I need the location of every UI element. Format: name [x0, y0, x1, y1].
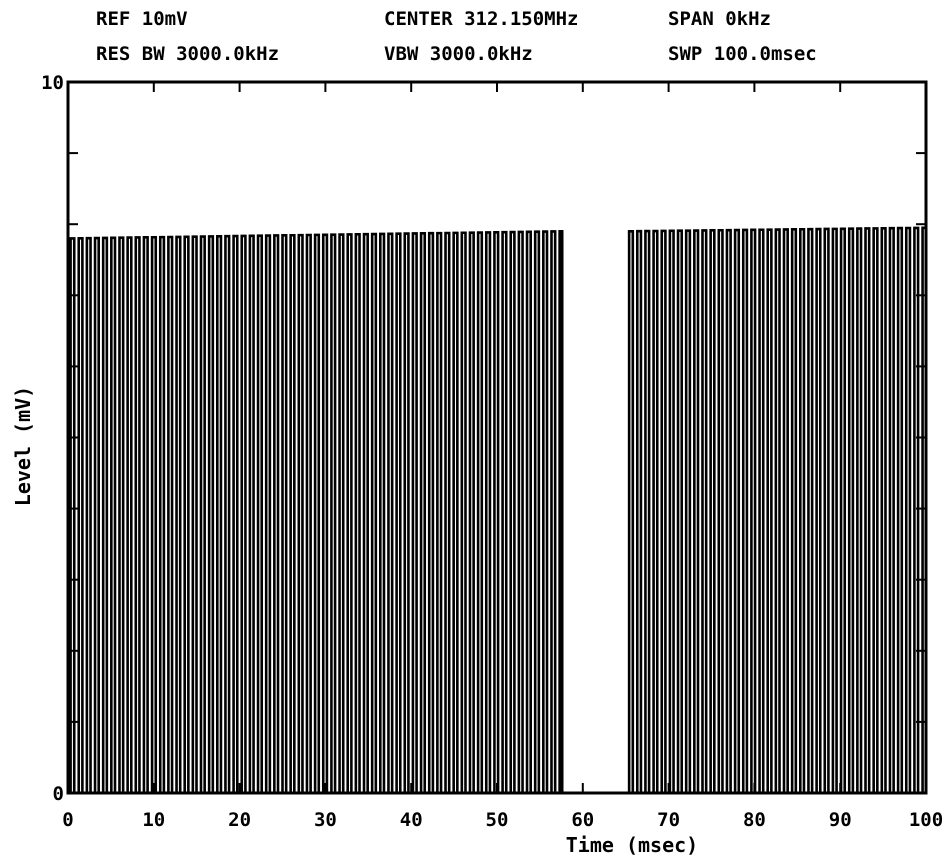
- x-tick-label: 10: [142, 809, 165, 831]
- x-tick-label: 70: [657, 809, 680, 831]
- x-tick-label: 50: [486, 809, 509, 831]
- header-ref: REF 10mV: [96, 8, 188, 30]
- y-tick-label: 10: [41, 72, 64, 94]
- x-tick-label: 80: [743, 809, 766, 831]
- header-sweep-time: SWP 100.0msec: [668, 43, 817, 65]
- x-tick-label: 30: [314, 809, 337, 831]
- x-axis-label: Time (msec): [566, 833, 698, 857]
- trace-group: [69, 226, 928, 795]
- x-tick-label: 100: [909, 809, 943, 831]
- x-tick-label: 60: [571, 809, 594, 831]
- x-tick-label: 90: [829, 809, 852, 831]
- pulse-trace: [69, 226, 928, 795]
- header-span: SPAN 0kHz: [668, 8, 771, 30]
- x-tick-labels: 0 10 20 30 40 50 60 70 80 90 100: [62, 809, 943, 831]
- y-axis-label: Level (mV): [11, 386, 35, 506]
- header-resolution-bandwidth: RES BW 3000.0kHz: [96, 43, 280, 65]
- y-tick-labels: 0 10: [41, 72, 64, 805]
- x-tick-label: 40: [400, 809, 423, 831]
- header-video-bandwidth: VBW 3000.0kHz: [384, 43, 533, 65]
- x-tick-label: 20: [228, 809, 251, 831]
- header-center-frequency: CENTER 312.150MHz: [384, 8, 579, 30]
- y-tick-label: 0: [53, 783, 64, 805]
- x-tick-label: 0: [62, 809, 73, 831]
